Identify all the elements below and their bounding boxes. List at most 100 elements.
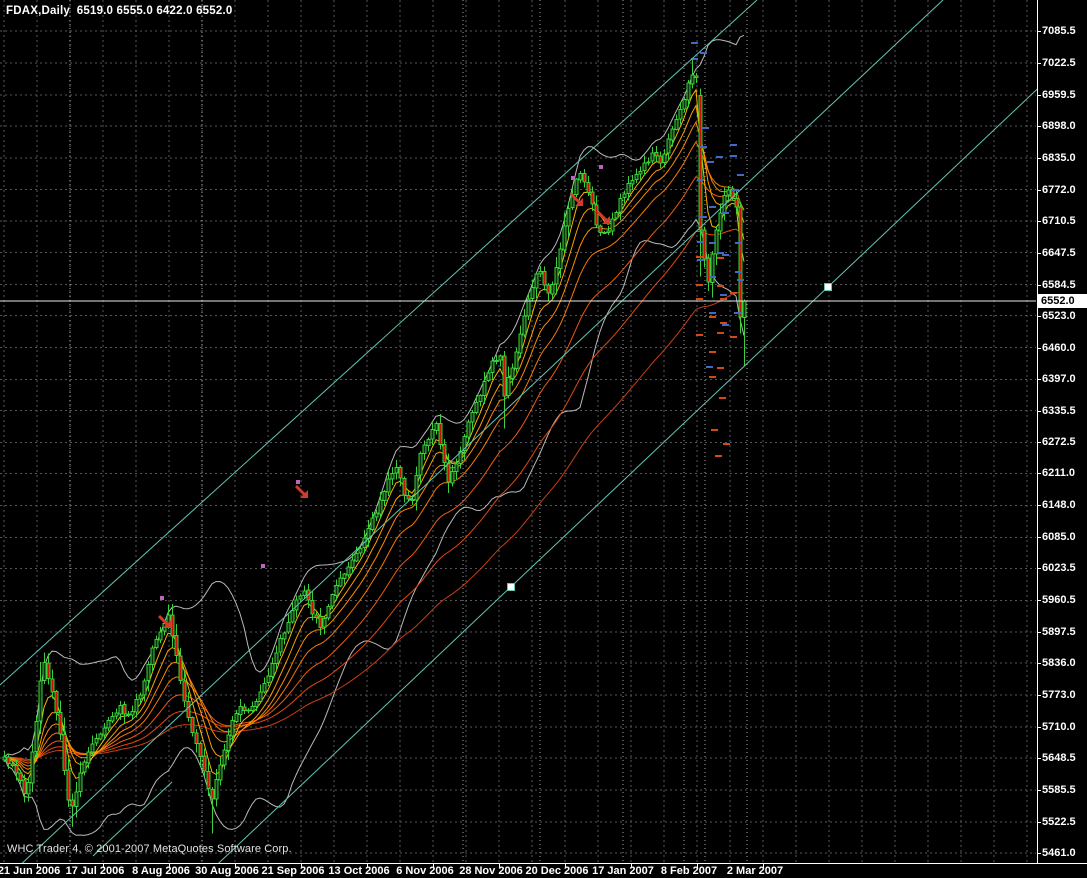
blue-level-dash [700,146,707,148]
candle-body [602,231,607,234]
candle-body [30,751,35,784]
x-axis-label: 21 Sep 2006 [261,865,325,877]
candle-body [138,694,143,700]
y-axis-label: 6647.5 [1042,246,1076,259]
moving-average-line-14[interactable] [3,120,745,770]
candle-body [354,553,359,562]
red-arrow-head-icon[interactable] [163,620,171,628]
x-axis-label: 8 Aug 2006 [132,865,190,877]
candle-body [674,118,679,131]
candle-body [566,208,571,227]
violet-marker[interactable] [599,165,603,169]
red-arrow-head-icon[interactable] [575,198,583,206]
candle-body [186,700,191,718]
blue-level-dash [734,312,741,314]
x-axis-tick [235,864,236,868]
red-level-dash [709,351,716,353]
channel-trendline[interactable] [202,41,1087,878]
candle-body [582,173,587,183]
moving-average-line-9[interactable] [3,104,745,775]
candle-body [282,632,287,640]
channel-trendline[interactable] [0,0,944,878]
candle-body [34,721,39,752]
candle-body [526,298,531,317]
y-axis-label: 6523.0 [1042,309,1076,322]
red-level-dash [711,429,718,431]
moving-average-line-34[interactable] [3,175,745,764]
moving-average-line-89[interactable] [3,291,745,761]
blue-level-dash [700,216,707,218]
price-axis-panel[interactable] [1037,0,1087,878]
violet-marker[interactable] [160,596,164,600]
moving-average-line-5[interactable] [3,88,745,781]
candle-body [278,638,283,653]
candle-body [10,763,15,766]
candle-body [434,423,439,431]
channel-trendline[interactable] [0,0,758,686]
candle-body [718,212,723,232]
red-arrow-line[interactable] [294,484,307,497]
blue-level-dash [716,156,723,158]
candle-body [578,172,583,181]
candle-body [694,75,699,79]
candle-body [386,478,391,493]
x-axis-tick [631,864,632,868]
y-axis-tick [1037,315,1041,317]
red-arrow-head-icon[interactable] [300,490,308,498]
red-level-dash [717,285,724,287]
bollinger-lower-band[interactable] [3,218,745,836]
blue-level-dash [691,58,698,60]
y-axis-label: 5836.0 [1042,657,1076,670]
copyright-text: WHC Trader 4, © 2001-2007 MetaQuotes Sof… [7,843,292,855]
trendline-selection-handle[interactable] [824,283,832,291]
candle-body [510,367,515,379]
y-axis-tick [1037,379,1041,381]
y-axis-label: 6959.5 [1042,88,1076,101]
candle-body [626,183,631,195]
violet-marker[interactable] [571,176,575,180]
x-axis-label: 8 Feb 2007 [660,865,718,877]
x-axis-tick [37,864,38,868]
moving-average-line-55[interactable] [3,228,745,762]
channel-trendline[interactable] [92,781,173,857]
y-axis-label: 7022.5 [1042,56,1076,69]
bollinger-upper-band[interactable] [3,34,745,758]
red-level-dash [717,257,724,259]
red-arrow-line[interactable] [569,192,582,205]
candle-body [130,710,135,716]
red-level-dash [709,376,716,378]
candle-body [242,706,247,711]
red-arrow-head-icon[interactable] [602,216,610,224]
blue-level-dash [735,242,742,244]
candle-body [594,204,599,226]
x-axis-tick [763,864,764,868]
x-axis-label: 28 Nov 2006 [459,865,523,877]
moving-average-line-21[interactable] [3,140,745,767]
candle-body [610,218,615,232]
red-arrow-line[interactable] [596,210,609,223]
red-arrow-line[interactable] [157,614,170,627]
x-axis-tick [565,864,566,868]
candle-body [734,197,739,208]
candle-body [358,547,363,554]
violet-marker[interactable] [261,564,265,568]
y-axis-tick [1037,157,1041,159]
red-level-dash [696,284,703,286]
candle-body [490,360,495,373]
trendline-selection-handle[interactable] [507,583,515,591]
red-level-dash [720,322,727,324]
candle-body [274,652,279,664]
y-axis-label: 6272.5 [1042,436,1076,449]
red-level-dash [696,298,703,300]
x-axis-tick [697,864,698,868]
candle-body [50,678,55,693]
y-axis-label: 6397.0 [1042,373,1076,386]
candle-body [458,450,463,464]
candle-body [334,584,339,597]
candle-body [322,617,327,628]
y-axis-tick [1037,94,1041,96]
time-axis-panel[interactable] [0,863,1087,878]
x-axis-label: 20 Dec 2006 [525,865,589,877]
violet-marker[interactable] [296,480,300,484]
